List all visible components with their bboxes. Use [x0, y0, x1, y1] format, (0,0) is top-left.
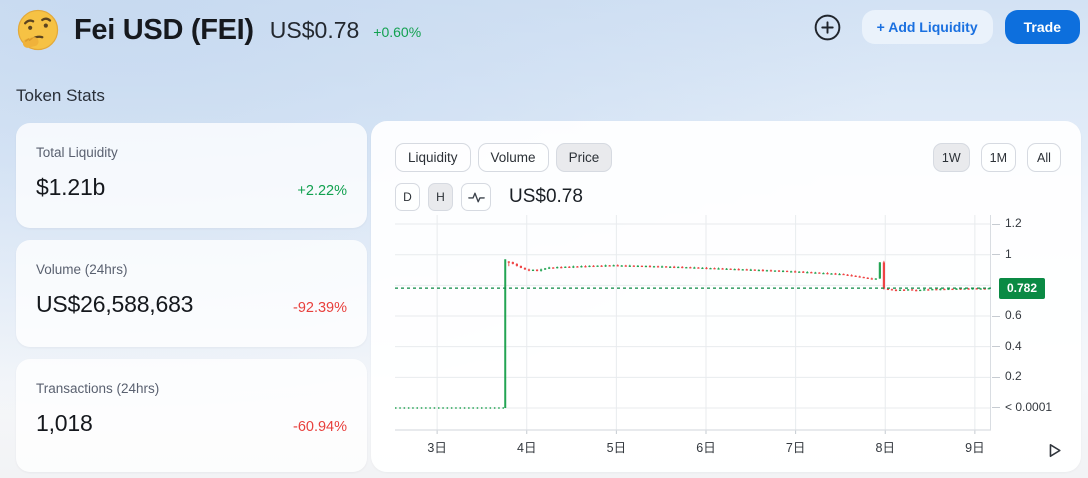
x-axis-label: 7日: [785, 441, 806, 455]
stat-value: 1,018: [36, 410, 93, 436]
y-axis-tick: [992, 223, 1000, 225]
price-chart-plot[interactable]: 0.782 1.2 1 0.6 0.4 0.2 < 0.0001 3日 4日 5日 6日 7日 8日 9…: [395, 215, 1075, 465]
chart-metric-tabs: Liquidity Volume Price: [395, 143, 613, 172]
pulse-icon: [467, 192, 485, 202]
y-axis-label: 1.2: [1005, 216, 1022, 231]
stat-change: +2.22%: [297, 183, 347, 199]
thinking-face-emoji-icon: [17, 9, 59, 51]
header-token-price: US$0.78: [269, 16, 360, 43]
candlestick-chart-svg: [395, 215, 991, 434]
add-liquidity-button[interactable]: + Add Liquidity: [861, 10, 993, 44]
header-actions: + Add Liquidity Trade: [814, 10, 1080, 44]
stat-label: Total Liquidity: [36, 145, 118, 160]
stat-change: -92.39%: [292, 300, 347, 316]
y-axis-label: 0.6: [1005, 308, 1022, 323]
resolution-day-button[interactable]: D: [395, 183, 420, 211]
y-axis-tick: [992, 254, 1000, 256]
stat-value: $1.21b: [36, 174, 106, 200]
volume-24h-card: Volume (24hrs) US$26,588,683 -92.39%: [16, 240, 367, 347]
line-style-toggle-button[interactable]: [461, 183, 491, 211]
y-axis-tick: [992, 346, 1000, 348]
replay-animation-button[interactable]: [1043, 441, 1065, 463]
total-liquidity-card: Total Liquidity $1.21b +2.22%: [16, 123, 367, 228]
y-axis-tick: [992, 315, 1000, 317]
add-to-watchlist-button[interactable]: [814, 13, 842, 41]
x-axis-label: 4日: [517, 441, 537, 455]
x-axis-label: 3日: [427, 441, 447, 455]
tab-liquidity[interactable]: Liquidity: [395, 143, 471, 172]
chart-range-buttons: 1W 1M All: [932, 143, 1061, 172]
section-title: Token Stats: [16, 86, 105, 105]
header-price-change: +0.60%: [373, 24, 422, 40]
resolution-hour-button[interactable]: H: [428, 183, 453, 211]
tab-price[interactable]: Price: [555, 143, 613, 172]
chart-current-value: US$0.78: [509, 186, 583, 207]
stat-label: Transactions (24hrs): [36, 381, 160, 396]
play-icon: [1049, 443, 1061, 458]
y-axis-label: < 0.0001: [1005, 399, 1053, 414]
chart-resolution-controls: D H US$0.78: [395, 183, 583, 211]
tab-volume[interactable]: Volume: [477, 143, 549, 172]
chart-panel: Liquidity Volume Price D H US$0.78 1W 1M…: [371, 121, 1081, 472]
x-axis-label: 5日: [606, 441, 627, 455]
current-price-badge: 0.782: [999, 277, 1045, 299]
transactions-24h-card: Transactions (24hrs) 1,018 -60.94%: [16, 359, 367, 472]
stat-label: Volume (24hrs): [36, 262, 128, 277]
range-1m-button[interactable]: 1M: [980, 143, 1016, 172]
y-axis-label: 0.4: [1005, 338, 1022, 353]
stat-value: US$26,588,683: [36, 291, 194, 317]
y-axis-tick: [992, 407, 1000, 409]
trade-button[interactable]: Trade: [1004, 10, 1080, 44]
y-axis-label: 0.2: [1005, 369, 1022, 384]
stat-change: -60.94%: [292, 419, 347, 435]
token-header: Fei USD (FEI) US$0.78 +0.60%: [16, 8, 421, 52]
range-1w-button[interactable]: 1W: [932, 143, 970, 172]
range-all-button[interactable]: All: [1027, 143, 1061, 172]
page-title: Fei USD (FEI): [74, 13, 254, 46]
y-axis-label: 1: [1005, 246, 1012, 261]
x-axis-label: 9日: [965, 441, 985, 455]
y-axis-tick: [992, 376, 1000, 378]
circle-plus-icon: [814, 14, 841, 40]
x-axis-label: 8日: [875, 441, 895, 455]
x-axis-label: 6日: [696, 441, 716, 455]
